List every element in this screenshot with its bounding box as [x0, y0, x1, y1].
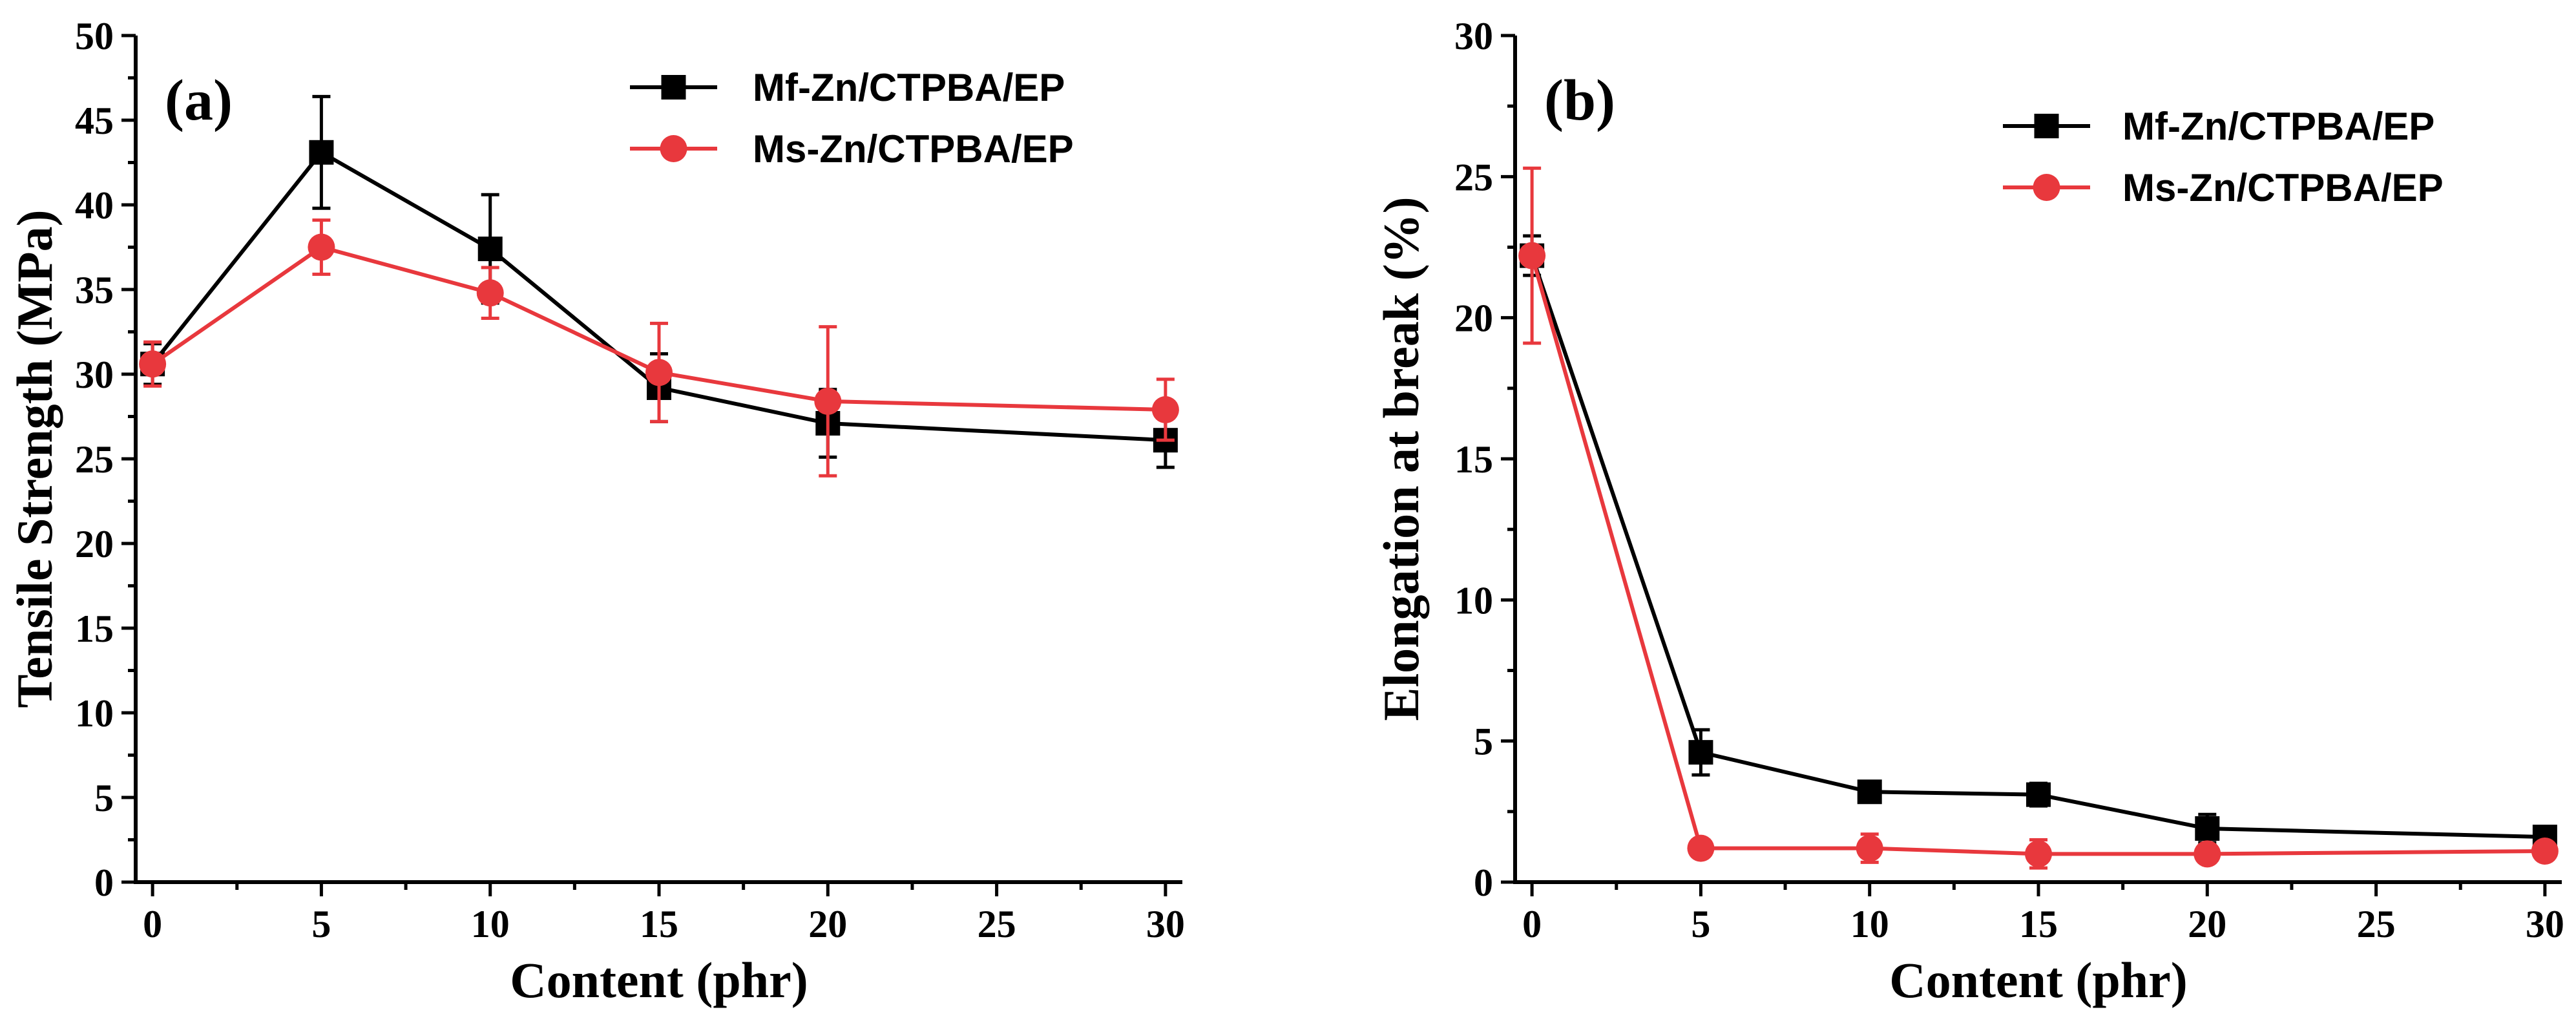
x-tick-label: 15 — [640, 903, 678, 945]
x-tick-label: 10 — [1850, 903, 1889, 945]
axes-frame — [1513, 36, 2562, 884]
legend-label: Ms-Zn/CTPBA/EP — [753, 127, 1074, 171]
x-tick-label: 25 — [978, 903, 1016, 945]
x-tick-label: 5 — [311, 903, 331, 945]
x-tick-label: 20 — [2188, 903, 2226, 945]
data-point — [2025, 840, 2052, 868]
data-point — [2026, 782, 2051, 807]
series-line — [151, 149, 1166, 443]
data-point — [814, 387, 842, 415]
panel-b: 0 5 10 15 20 25 30 0 5 10 15 20 25 30 Content (phr) Elo… — [1373, 15, 2564, 1008]
y-tick-label: 20 — [1454, 297, 1493, 340]
x-tick-label: 25 — [2357, 903, 2396, 945]
panel-a: 0 5 10 15 20 25 30 35 40 45 50 0 5 10 15 20 25 30 Content … — [6, 15, 1185, 1008]
data-point — [476, 279, 504, 307]
legend-marker — [661, 75, 686, 100]
data-point — [645, 359, 673, 386]
x-tick-label: 30 — [2526, 903, 2564, 945]
y-tick-label: 50 — [75, 15, 114, 58]
y-tick-label: 30 — [75, 353, 114, 396]
data-point — [1856, 834, 1883, 862]
x-axis-title: Content (phr) — [510, 952, 808, 1008]
legend-label: Ms-Zn/CTPBA/EP — [2122, 166, 2444, 209]
x-tick-label: 15 — [2019, 903, 2058, 945]
legend-marker — [2034, 114, 2059, 138]
data-point — [1687, 834, 1715, 862]
x-tick-label: 5 — [1691, 903, 1710, 945]
data-point — [309, 140, 334, 165]
x-tick-label: 0 — [1522, 903, 1542, 945]
y-tick-label: 15 — [75, 607, 114, 650]
legend-entry: Mf-Zn/CTPBA/EP — [630, 66, 1065, 109]
series-ms — [1518, 166, 2559, 870]
x-tick-label: 30 — [1146, 903, 1185, 945]
series-line — [151, 245, 1166, 412]
series-line — [1530, 255, 2545, 856]
data-point — [2194, 840, 2221, 868]
data-point — [1518, 242, 1546, 269]
panel-label: (a) — [165, 69, 233, 132]
series-ms — [139, 218, 1179, 478]
y-tick-label: 25 — [1454, 156, 1493, 198]
legend-marker — [660, 135, 687, 162]
y-tick-label: 30 — [1454, 15, 1493, 58]
data-point — [308, 233, 335, 261]
y-tick-label: 0 — [1474, 861, 1493, 904]
y-tick-label: 20 — [75, 523, 114, 565]
series-line — [1530, 255, 2545, 839]
y-tick-label: 5 — [1474, 721, 1493, 763]
y-tick-label: 45 — [75, 100, 114, 142]
y-tick-label: 5 — [94, 777, 114, 819]
data-point — [477, 237, 503, 262]
panel-label: (b) — [1544, 69, 1615, 132]
y-tick-label: 10 — [1454, 579, 1493, 622]
y-tick-label: 15 — [1454, 438, 1493, 481]
legend-marker — [2033, 174, 2060, 201]
data-point — [1151, 396, 1179, 424]
legend-label: Mf-Zn/CTPBA/EP — [2122, 105, 2435, 148]
legend-entry: Ms-Zn/CTPBA/EP — [630, 127, 1074, 171]
y-tick-label: 10 — [75, 692, 114, 735]
x-tick-label: 20 — [808, 903, 847, 945]
legend-entry: Ms-Zn/CTPBA/EP — [2003, 166, 2444, 209]
data-point — [1857, 779, 1882, 805]
data-point — [1688, 740, 1713, 765]
y-tick-label: 0 — [94, 861, 114, 904]
legend-entry: Mf-Zn/CTPBA/EP — [2003, 105, 2435, 148]
data-point — [2531, 837, 2559, 865]
y-axis-title: Elongation at break (%) — [1373, 196, 1429, 721]
y-axis-title: Tensile Strength (MPa) — [6, 209, 63, 708]
y-tick-label: 25 — [75, 438, 114, 481]
data-point — [2195, 816, 2220, 841]
legend-label: Mf-Zn/CTPBA/EP — [753, 66, 1065, 109]
x-tick-label: 0 — [143, 903, 162, 945]
y-tick-label: 40 — [75, 184, 114, 227]
x-axis-title: Content (phr) — [1889, 952, 2188, 1008]
data-point — [139, 350, 167, 378]
x-tick-label: 10 — [471, 903, 510, 945]
y-tick-label: 35 — [75, 269, 114, 311]
